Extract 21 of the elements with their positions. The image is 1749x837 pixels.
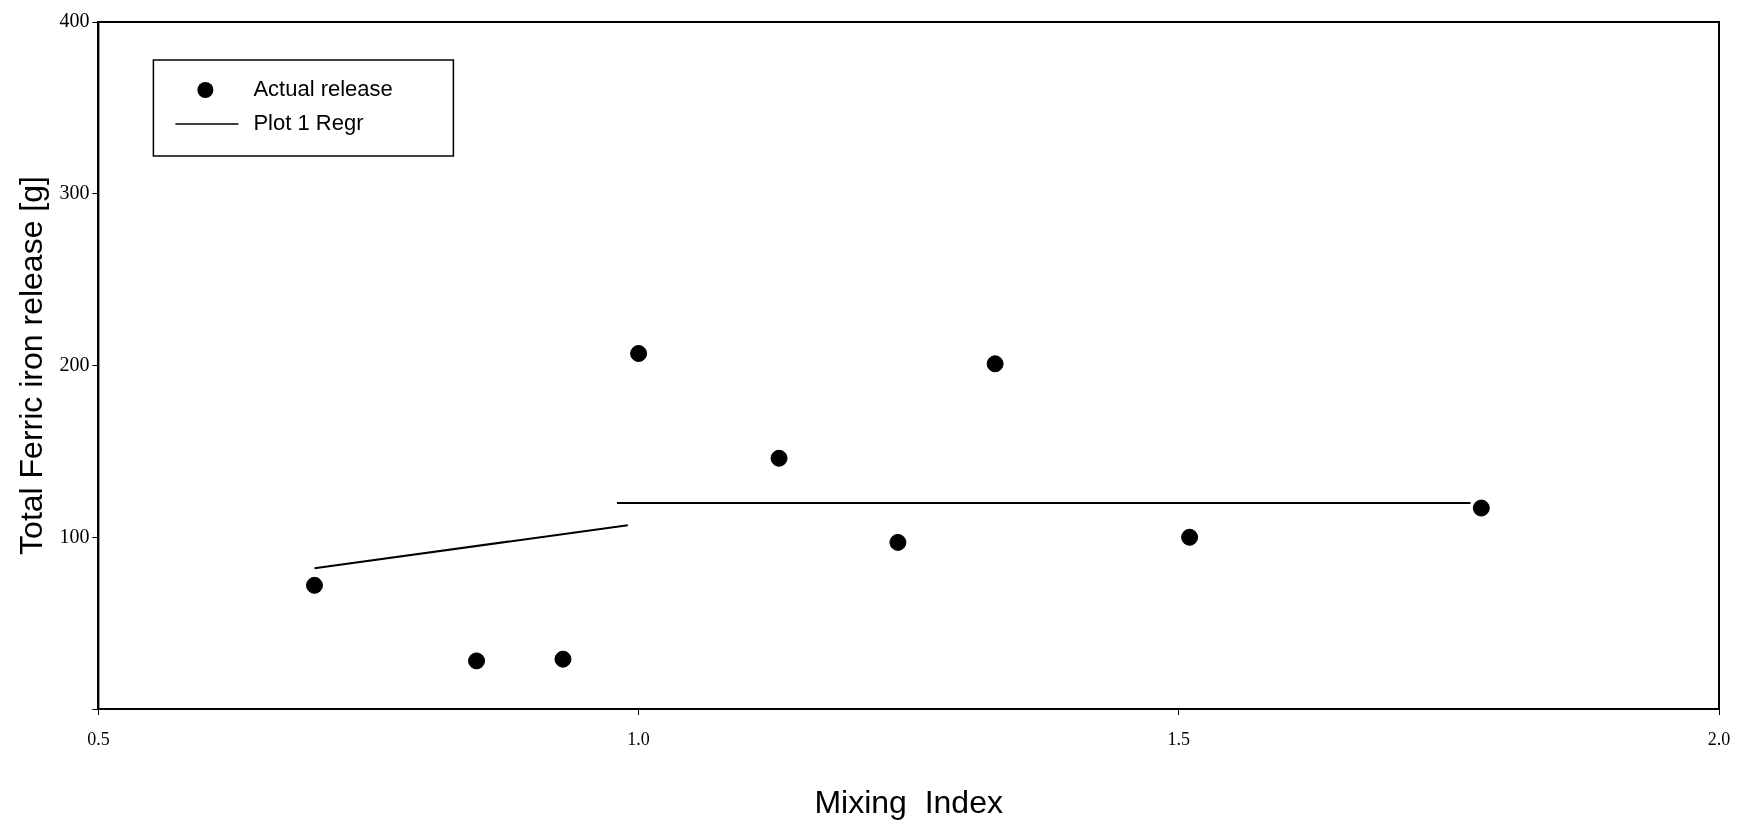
legend-label: Actual release [253,76,393,102]
x-tick-label: 2.0 [1707,728,1731,749]
point [630,344,648,362]
x-tick-label: 1.0 [627,728,650,749]
x-axis-title: Mixing Index [814,783,1003,820]
y-tick-label: 200 [59,352,90,375]
y-tick-label: 400 [59,9,90,32]
point [889,533,907,551]
point [986,355,1004,373]
y-tick-label: 300 [59,181,90,203]
point [1472,499,1490,517]
point [305,576,323,594]
y-axis-title: Total Ferric iron release [g] [13,176,50,555]
x-tick-label: 0.5 [87,728,110,749]
point [554,650,572,668]
x-tick-label: 1.5 [1167,728,1191,749]
legend-label: Plot 1 Regr [253,110,364,136]
point [770,449,788,467]
point [468,652,486,670]
y-tick-label: 100 [59,524,90,547]
point [1181,528,1199,546]
